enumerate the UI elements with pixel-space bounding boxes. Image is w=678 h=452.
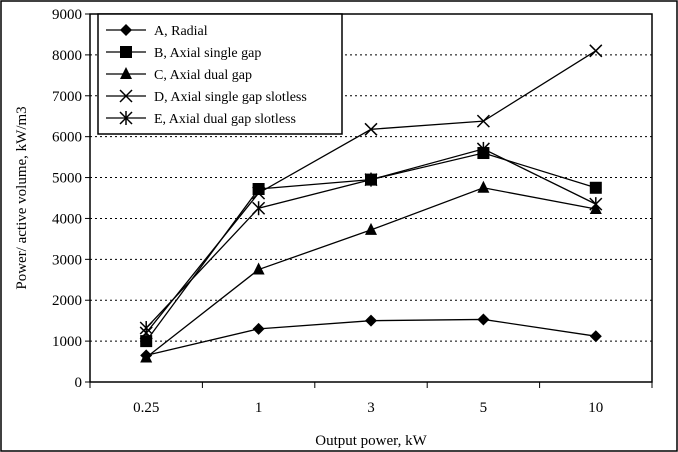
legend-label: A, Radial: [154, 24, 208, 39]
data-point: [364, 122, 378, 136]
data-point: [589, 181, 602, 194]
series-diamond: [140, 313, 602, 362]
series-triangle: [140, 180, 602, 363]
legend: A, Radial B, Axial single gap C, Axial dua…: [97, 13, 343, 135]
data-point: [139, 321, 153, 336]
legend-entry: B, Axial single gap: [106, 46, 261, 61]
data-point: [365, 222, 377, 235]
data-point: [365, 314, 377, 327]
y-tick-label: 2000: [52, 293, 82, 309]
data-point: [252, 201, 266, 216]
x-tick-label: 1: [255, 400, 263, 416]
data-point: [477, 180, 490, 193]
x-tick-label: 10: [588, 400, 603, 416]
plot-area-border: [89, 13, 653, 383]
y-tick-label: 8000: [52, 48, 82, 64]
data-point: [140, 335, 153, 348]
x-tick-label: 5: [480, 400, 488, 416]
data-point: [252, 322, 265, 335]
y-axis-title: Power/ active volume, kW/m3: [14, 106, 30, 289]
series-asterisk: [139, 141, 603, 336]
legend-entry: E, Axial dual gap slotless: [106, 111, 296, 127]
data-point: [252, 186, 266, 200]
x-tick-label: 0.25: [133, 400, 159, 416]
legend-entry: A, Radial: [106, 24, 208, 39]
legend-label: E, Axial dual gap slotless: [154, 112, 296, 127]
series-group: [139, 44, 603, 363]
data-point: [476, 141, 490, 156]
data-point: [589, 44, 603, 58]
data-point: [140, 350, 153, 363]
y-tick-label: 0: [75, 375, 83, 391]
legend-entry: C, Axial dual gap: [106, 67, 252, 83]
y-tick-label: 7000: [52, 89, 82, 105]
data-point: [589, 330, 602, 343]
x-tick-label: 3: [367, 400, 375, 416]
y-tick-label: 5000: [52, 171, 82, 187]
legend-entry: D, Axial single gap slotless: [106, 89, 307, 105]
y-tick-label: 3000: [52, 252, 82, 268]
legend-label: B, Axial single gap: [154, 46, 261, 61]
data-point: [589, 197, 603, 212]
data-point: [476, 114, 490, 128]
legend-marker: [120, 67, 132, 79]
data-point: [477, 313, 490, 326]
series-line: [145, 187, 596, 358]
legend-label: D, Axial single gap slotless: [154, 90, 307, 105]
x-axis-title: Output power, kW: [315, 433, 427, 449]
y-tick-label: 1000: [52, 334, 82, 350]
legend-marker: [119, 89, 133, 103]
data-point: [252, 262, 265, 275]
y-tick-label: 6000: [52, 130, 82, 146]
legend-marker: [120, 46, 132, 58]
data-point: [364, 172, 378, 187]
y-tick-label: 4000: [52, 211, 82, 227]
legend-label: C, Axial dual gap: [154, 68, 252, 83]
y-tick-label: 9000: [52, 7, 82, 23]
legend-marker: [119, 111, 133, 125]
legend-marker: [120, 24, 132, 36]
